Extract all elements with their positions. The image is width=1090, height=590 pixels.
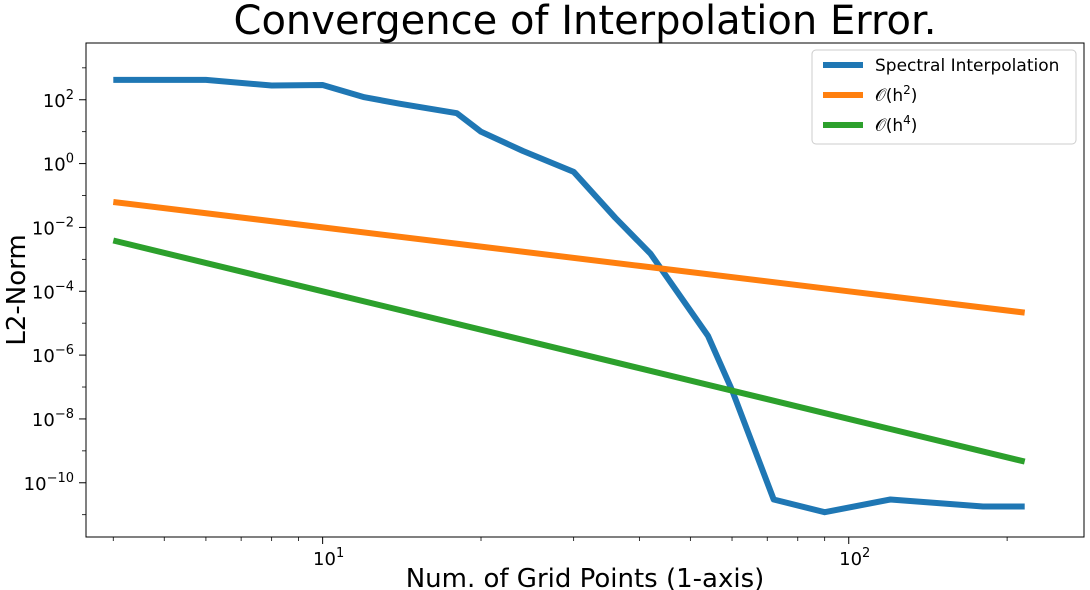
y-axis-label: L2-Norm	[2, 234, 32, 345]
legend-label-0: Spectral Interpolation	[875, 56, 1059, 76]
plot-area	[85, 42, 1085, 538]
series-line-0	[113, 76, 1025, 516]
y-tick-label-mantissa: 10	[32, 346, 55, 367]
y-tick-label-mantissa: 10	[32, 410, 55, 431]
series-line-2	[112, 237, 1026, 465]
y-tick-label-mantissa: 10	[24, 474, 47, 495]
legend-label-end: )	[911, 116, 918, 136]
y-tick-label: 100	[43, 152, 74, 176]
y-tick-label-exponent: 0	[66, 152, 74, 167]
x-tick-label-exponent: 1	[336, 546, 344, 561]
legend-label-main: 𝒪(h	[875, 86, 903, 106]
y-tick-label: 102	[43, 88, 74, 112]
y-tick-label: 10−6	[32, 343, 74, 367]
x-tick-label: 102	[839, 546, 870, 570]
y-tick-label-exponent: −4	[55, 279, 74, 294]
legend-box	[811, 49, 1077, 145]
y-tick-label-mantissa: 10	[43, 91, 66, 112]
y-tick-label-exponent: −8	[55, 407, 74, 422]
y-tick-label: 10−8	[32, 407, 74, 431]
y-tick-label: 10−10	[24, 471, 74, 495]
series-line-1	[112, 199, 1026, 316]
y-tick-label-mantissa: 10	[43, 155, 66, 176]
legend-label-1: 𝒪(h2)	[875, 83, 917, 106]
legend-label-main: 𝒪(h	[875, 116, 903, 136]
legend-label-2: 𝒪(h4)	[875, 113, 917, 136]
legend-label-end: )	[911, 86, 918, 106]
y-tick-label-exponent: −10	[47, 471, 74, 486]
x-axis-label: Num. of Grid Points (1-axis)	[406, 564, 765, 590]
x-tick-label: 101	[313, 546, 344, 570]
x-tick-label-mantissa: 10	[313, 549, 336, 570]
legend-label-sup: 4	[903, 113, 911, 127]
chart-title: Convergence of Interpolation Error.	[234, 0, 937, 44]
x-axis-ticks: 101 102	[112, 537, 1008, 570]
y-tick-label: 10−2	[32, 215, 74, 239]
y-tick-label-exponent: −2	[55, 215, 74, 230]
legend-label-sup: 2	[903, 83, 911, 97]
y-tick-label-exponent: 2	[66, 88, 74, 103]
y-tick-label: 10−4	[32, 279, 74, 303]
y-tick-label-mantissa: 10	[32, 218, 55, 239]
series-lines	[112, 76, 1026, 516]
y-tick-label-mantissa: 10	[32, 282, 55, 303]
x-tick-label-mantissa: 10	[839, 549, 862, 570]
x-tick-label-exponent: 2	[862, 546, 870, 561]
y-tick-label-exponent: −6	[55, 343, 74, 358]
